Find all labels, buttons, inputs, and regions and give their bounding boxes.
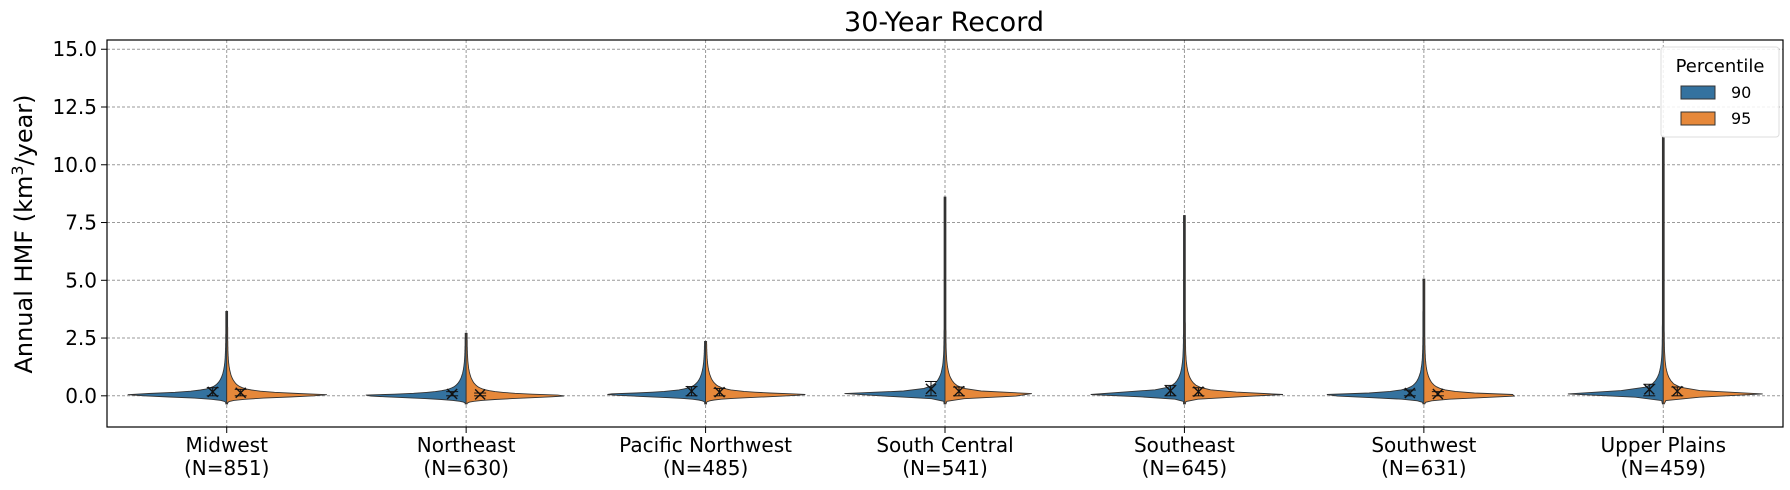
violin-layer bbox=[127, 136, 1763, 405]
mean-marker bbox=[1432, 388, 1444, 400]
mean-marker bbox=[953, 385, 965, 397]
violin-group bbox=[1567, 136, 1763, 405]
legend: Percentile 90 95 bbox=[1660, 46, 1780, 138]
mean-marker bbox=[714, 386, 726, 398]
violin-half-90 bbox=[607, 341, 707, 405]
y-axis-label-tail: /year) bbox=[10, 94, 38, 165]
category-label: South Central bbox=[876, 433, 1013, 457]
mean-marker bbox=[686, 385, 698, 397]
violin-half-90 bbox=[1326, 278, 1425, 405]
violin-half-90 bbox=[365, 332, 467, 405]
violin-half-90 bbox=[1090, 215, 1185, 405]
violin-group bbox=[1090, 215, 1284, 405]
y-tick-label: 15.0 bbox=[52, 37, 97, 61]
violin-group bbox=[365, 332, 564, 405]
y-tick-label: 7.5 bbox=[65, 211, 97, 235]
mean-marker bbox=[474, 388, 486, 400]
y-tick-label: 5.0 bbox=[65, 268, 97, 292]
violin-half-95 bbox=[1423, 278, 1516, 405]
y-tick-label: 2.5 bbox=[65, 326, 97, 350]
legend-title: Percentile bbox=[1676, 56, 1765, 77]
mean-marker bbox=[925, 383, 937, 395]
violin-half-95 bbox=[705, 341, 806, 405]
violin-group bbox=[1326, 278, 1516, 405]
violin-group bbox=[844, 196, 1032, 405]
mean-marker bbox=[207, 386, 219, 398]
violin-half-95 bbox=[1183, 215, 1284, 405]
mean-marker bbox=[1671, 385, 1683, 397]
y-tick-label: 12.5 bbox=[52, 95, 97, 119]
y-axis-label-sup: 3 bbox=[8, 165, 27, 175]
category-label: Midwest bbox=[185, 433, 268, 457]
violin-half-95 bbox=[944, 196, 1032, 405]
category-label: Pacific Northwest bbox=[619, 433, 792, 457]
category-count-label: (N=459) bbox=[1621, 456, 1707, 480]
violin-half-95 bbox=[465, 332, 564, 405]
y-axis-label: Annual HMF (km3/year) bbox=[8, 94, 38, 373]
y-axis: 0.0 2.5 5.0 7.5 10.0 12.5 15.0 bbox=[52, 37, 107, 408]
legend-swatch-95 bbox=[1680, 111, 1716, 126]
violin-half-90 bbox=[844, 196, 946, 405]
y-tick-label: 0.0 bbox=[65, 384, 97, 408]
category-label: Southeast bbox=[1134, 433, 1235, 457]
legend-label-90: 90 bbox=[1731, 83, 1751, 102]
mean-marker bbox=[1164, 385, 1176, 397]
violin-half-90 bbox=[1567, 136, 1664, 405]
y-tick-label: 10.0 bbox=[52, 153, 97, 177]
violin-half-95 bbox=[1662, 136, 1763, 405]
category-label: Southwest bbox=[1371, 433, 1476, 457]
category-count-label: (N=645) bbox=[1142, 456, 1228, 480]
legend-swatch-90 bbox=[1680, 85, 1716, 100]
category-count-label: (N=485) bbox=[663, 456, 749, 480]
x-axis: Midwest(N=851) Northeast(N=630) Pacific No… bbox=[184, 427, 1726, 480]
violin-half-90 bbox=[127, 311, 228, 405]
violin-half-95 bbox=[226, 311, 327, 405]
category-label: Northeast bbox=[417, 433, 516, 457]
category-count-label: (N=851) bbox=[184, 456, 270, 480]
category-count-label: (N=631) bbox=[1381, 456, 1467, 480]
chart-title: 30-Year Record bbox=[844, 7, 1044, 38]
violin-group bbox=[607, 341, 806, 405]
mean-marker bbox=[1192, 386, 1204, 398]
mean-marker bbox=[235, 387, 247, 399]
category-count-label: (N=541) bbox=[902, 456, 988, 480]
category-count-label: (N=630) bbox=[423, 456, 509, 480]
legend-label-95: 95 bbox=[1731, 109, 1751, 128]
mean-marker bbox=[446, 388, 458, 400]
category-label: Upper Plains bbox=[1601, 433, 1726, 457]
mean-marker bbox=[1404, 387, 1416, 399]
y-axis-label-main: Annual HMF (km bbox=[10, 176, 38, 374]
mean-marker bbox=[1643, 383, 1655, 395]
violin-group bbox=[127, 311, 327, 405]
